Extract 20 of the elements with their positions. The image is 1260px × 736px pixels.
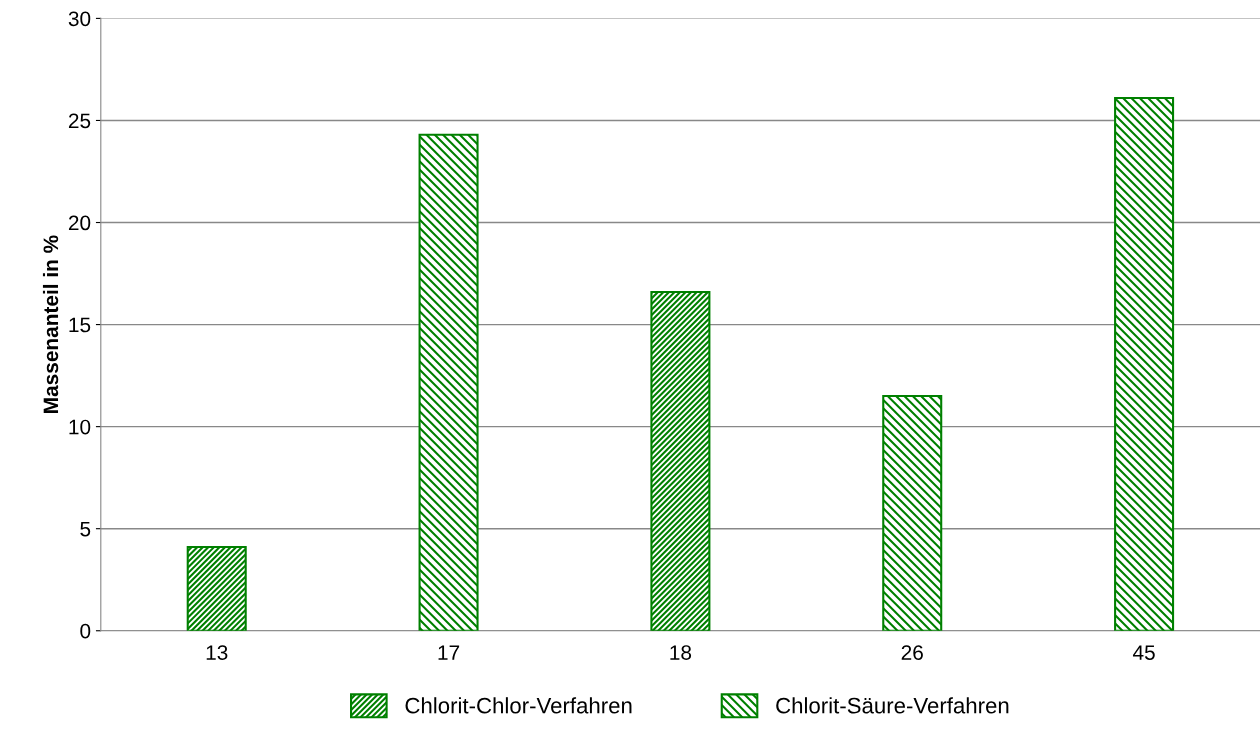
y-tick-label: 25 xyxy=(68,113,91,129)
y-tick-label: 5 xyxy=(80,521,91,537)
bar xyxy=(1114,96,1175,631)
x-tick-label: 17 xyxy=(438,645,460,660)
bar xyxy=(650,290,711,631)
bar xyxy=(418,133,479,631)
y-tick-label: 20 xyxy=(68,215,91,231)
x-tick-label: 45 xyxy=(1132,645,1155,660)
y-tick-label: 15 xyxy=(69,317,91,333)
y-axis-title: Massenanteil in % xyxy=(42,235,59,413)
y-tick-label: 0 xyxy=(80,623,91,639)
bar xyxy=(186,546,247,631)
x-tick-label: 13 xyxy=(206,645,228,660)
x-tick-label: 18 xyxy=(670,645,692,660)
x-tick-label: 26 xyxy=(901,645,923,660)
legend-label: Chlorit-Säure-Verfahren xyxy=(776,697,1009,714)
bar xyxy=(882,394,943,631)
legend-label: Chlorit-Chlor-Verfahren xyxy=(405,697,632,714)
y-tick-label: 30 xyxy=(68,11,91,27)
y-tick-label: 10 xyxy=(69,419,91,435)
